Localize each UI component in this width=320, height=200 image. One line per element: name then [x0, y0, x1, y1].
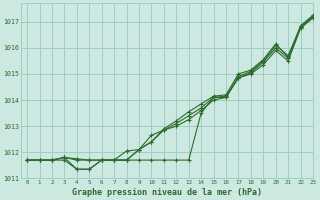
X-axis label: Graphe pression niveau de la mer (hPa): Graphe pression niveau de la mer (hPa)	[72, 188, 262, 197]
